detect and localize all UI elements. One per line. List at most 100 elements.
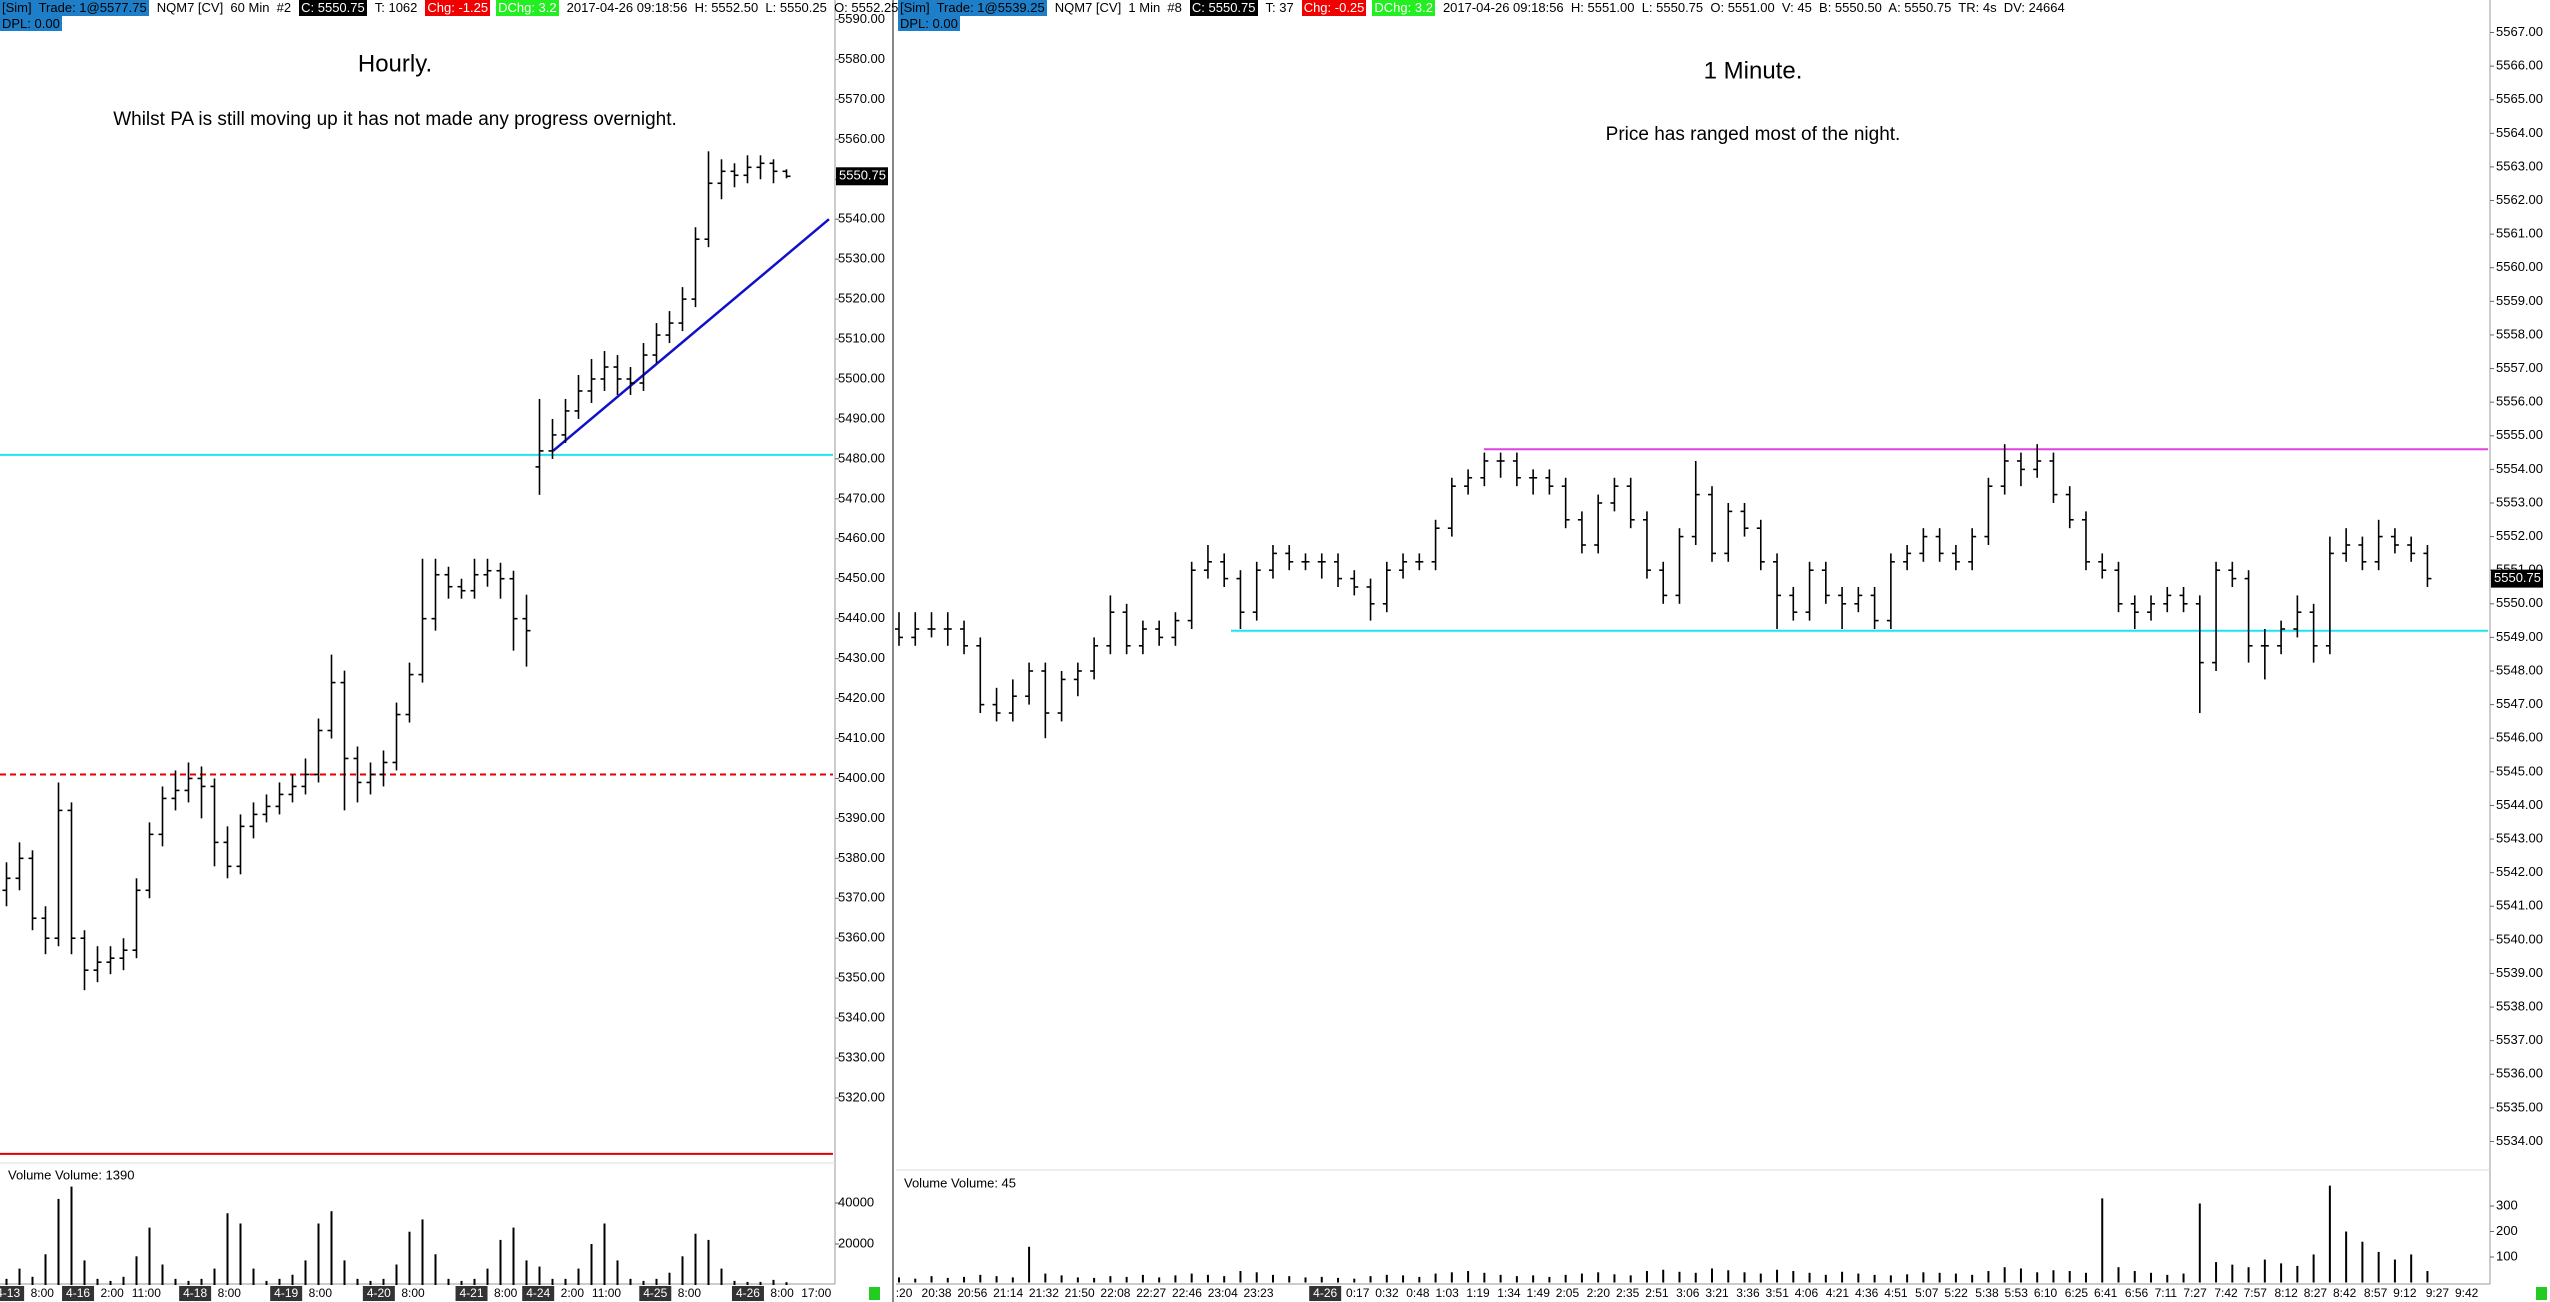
header-field: DChg: 3.2 bbox=[496, 0, 559, 16]
time-label: 4:36 bbox=[1855, 1286, 1879, 1300]
volume-tick-label: 200 bbox=[2496, 1223, 2518, 1238]
price-tick-label: 5564.00 bbox=[2496, 125, 2543, 140]
time-label: 2:00 bbox=[101, 1286, 125, 1300]
price-tick-label: 5559.00 bbox=[2496, 293, 2543, 308]
time-label: 6:25 bbox=[2065, 1286, 2089, 1300]
volume-label: Volume Volume: 45 bbox=[904, 1175, 1016, 1190]
price-tick-label: 5430.00 bbox=[838, 650, 885, 665]
time-label: 21:50 bbox=[1065, 1286, 1095, 1300]
date-label-bg bbox=[1309, 1286, 1342, 1301]
time-label: 17:00 bbox=[801, 1286, 831, 1300]
price-tick-label: 5562.00 bbox=[2496, 192, 2543, 207]
time-label: 22:46 bbox=[1172, 1286, 1202, 1300]
time-label: 2:20 bbox=[1587, 1286, 1611, 1300]
time-label: 11:00 bbox=[592, 1286, 621, 1300]
date-label-bg bbox=[639, 1286, 672, 1301]
time-label: 7:11 bbox=[2155, 1286, 2178, 1300]
price-tick-label: 5545.00 bbox=[2496, 763, 2543, 778]
price-tick-label: 5500.00 bbox=[838, 370, 885, 385]
header-field: Chg: -0.25 bbox=[1301, 0, 1367, 16]
time-label: 8:57 bbox=[2364, 1286, 2388, 1300]
price-tick-label: 5450.00 bbox=[838, 570, 885, 585]
price-tick-label: 5546.00 bbox=[2496, 730, 2543, 745]
price-tick-label: 5560.00 bbox=[2496, 259, 2543, 274]
time-label: 5:53 bbox=[2005, 1286, 2029, 1300]
price-tick-label: 5590.00 bbox=[838, 11, 885, 26]
price-tick-label: 5520.00 bbox=[838, 291, 885, 306]
price-tick-label: 5563.00 bbox=[2496, 158, 2543, 173]
time-label: 4-26 bbox=[736, 1286, 760, 1300]
date-label-bg bbox=[62, 1286, 95, 1301]
price-tick-label: 5510.00 bbox=[838, 330, 885, 345]
time-label: 23:23 bbox=[1244, 1286, 1274, 1300]
time-label: 9:12 bbox=[2393, 1286, 2417, 1300]
price-tick-label: 5540.00 bbox=[838, 211, 885, 226]
volume-tick-label: 300 bbox=[2496, 1197, 2518, 1212]
time-label: 8:00 bbox=[401, 1286, 425, 1300]
time-label: 1:03 bbox=[1435, 1286, 1459, 1300]
time-label: 4-25 bbox=[643, 1286, 667, 1300]
time-label: 4:51 bbox=[1884, 1286, 1908, 1300]
price-tick-label: 5490.00 bbox=[838, 410, 885, 425]
time-label: 20:56 bbox=[957, 1286, 987, 1300]
time-label: 5:38 bbox=[1975, 1286, 1999, 1300]
date-label-bg bbox=[731, 1286, 764, 1301]
volume-tick-label: 40000 bbox=[838, 1194, 874, 1209]
header-field: NQM7 [CV] 60 Min #2 bbox=[156, 0, 292, 15]
time-label: 4:21 bbox=[1826, 1286, 1850, 1300]
price-tick-label: 5420.00 bbox=[838, 690, 885, 705]
right-header: [Sim] Trade: 1@5539.25 NQM7 [CV] 1 Min #8… bbox=[898, 0, 2067, 16]
price-tick-label: 5544.00 bbox=[2496, 797, 2543, 812]
header-field: [Sim] Trade: 1@5577.75 bbox=[0, 0, 149, 16]
time-label: 1:34 bbox=[1497, 1286, 1521, 1300]
date-label-bg bbox=[179, 1286, 212, 1301]
price-tick-label: 5330.00 bbox=[838, 1049, 885, 1064]
price-tick-label: 5565.00 bbox=[2496, 91, 2543, 106]
price-tick-label: 5536.00 bbox=[2496, 1066, 2543, 1081]
header-field: DChg: 3.2 bbox=[1372, 0, 1435, 16]
time-label: 8:42 bbox=[2333, 1286, 2357, 1300]
price-tick-label: 5554.00 bbox=[2496, 461, 2543, 476]
time-label: 21:14 bbox=[993, 1286, 1023, 1300]
price-tick-label: 5558.00 bbox=[2496, 326, 2543, 341]
price-tick-label: 5410.00 bbox=[838, 730, 885, 745]
price-tick-label: 5555.00 bbox=[2496, 427, 2543, 442]
time-label: 11:00 bbox=[132, 1286, 161, 1300]
status-box bbox=[869, 1287, 880, 1300]
time-label: 3:21 bbox=[1705, 1286, 1729, 1300]
price-tick-label: 5549.00 bbox=[2496, 629, 2543, 644]
price-tick-label: 5552.00 bbox=[2496, 528, 2543, 543]
price-tick-label: 5537.00 bbox=[2496, 1032, 2543, 1047]
chart-title: 1 Minute. bbox=[1704, 57, 1803, 84]
time-label: 3:36 bbox=[1736, 1286, 1760, 1300]
time-label: 4-24 bbox=[526, 1286, 550, 1300]
volume-label: Volume Volume: 1390 bbox=[8, 1167, 134, 1182]
status-box bbox=[2536, 1287, 2547, 1300]
time-label: 22:27 bbox=[1136, 1286, 1166, 1300]
time-label: 8:12 bbox=[2274, 1286, 2298, 1300]
time-label: 0:48 bbox=[1406, 1286, 1430, 1300]
time-label: :20 bbox=[896, 1286, 913, 1300]
volume-tick-label: 100 bbox=[2496, 1248, 2518, 1263]
time-label: 7:27 bbox=[2183, 1286, 2207, 1300]
price-tick-label: 5553.00 bbox=[2496, 494, 2543, 509]
left-header: [Sim] Trade: 1@5577.75 NQM7 [CV] 60 Min #… bbox=[0, 0, 1015, 16]
trend-line bbox=[552, 218, 830, 452]
time-label: 0:32 bbox=[1375, 1286, 1399, 1300]
date-label-bg bbox=[522, 1286, 555, 1301]
time-label: 8:00 bbox=[678, 1286, 702, 1300]
time-label: 4:06 bbox=[1795, 1286, 1819, 1300]
price-tick-label: 5530.00 bbox=[838, 251, 885, 266]
time-label: 8:00 bbox=[309, 1286, 333, 1300]
time-label: 21:32 bbox=[1029, 1286, 1059, 1300]
price-tick-label: 5390.00 bbox=[838, 810, 885, 825]
header-field: 2017-04-26 09:18:56 H: 5551.00 L: 5550.7… bbox=[1442, 0, 2065, 15]
price-tick-label: 5538.00 bbox=[2496, 999, 2543, 1014]
time-label: 5:07 bbox=[1915, 1286, 1939, 1300]
price-tick-label: 5542.00 bbox=[2496, 864, 2543, 879]
price-tick-label: 5535.00 bbox=[2496, 1099, 2543, 1114]
time-label: 4-19 bbox=[274, 1286, 298, 1300]
time-label: 4-26 bbox=[1313, 1286, 1337, 1300]
